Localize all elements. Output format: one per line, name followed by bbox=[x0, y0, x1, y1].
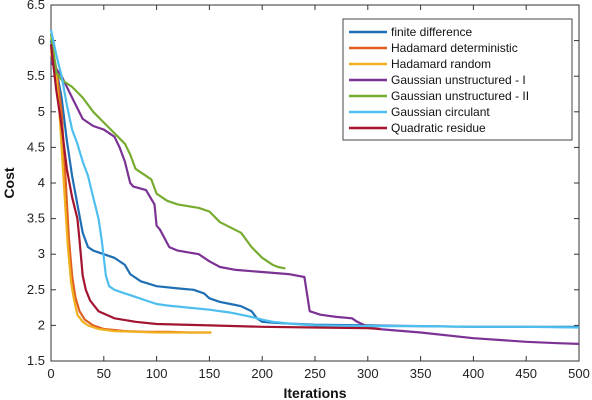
x-tick-label: 450 bbox=[515, 366, 537, 381]
series-line-hadamard-random bbox=[49, 51, 212, 334]
x-tick-label: 400 bbox=[463, 366, 485, 381]
series-line-quadratic-residue bbox=[49, 44, 381, 331]
series-line-gaussian-circulant bbox=[49, 29, 580, 329]
x-tick-label: 300 bbox=[357, 366, 379, 381]
y-tick-label: 6 bbox=[38, 33, 45, 48]
y-tick-label: 5.5 bbox=[27, 68, 45, 83]
y-tick-label: 6.5 bbox=[27, 0, 45, 12]
y-axis-ticks: 1.5 2 2.5 3 3.5 4 4.5 5 5.5 6 6.5 bbox=[27, 0, 579, 368]
y-tick-label: 2 bbox=[38, 317, 45, 332]
y-tick-label: 3 bbox=[38, 246, 45, 261]
y-tick-label: 4 bbox=[38, 175, 45, 190]
x-tick-label: 500 bbox=[568, 366, 590, 381]
x-axis-ticks: 0 50 100 150 200 250 300 350 400 450 500 bbox=[47, 5, 590, 381]
x-tick-label: 200 bbox=[251, 366, 273, 381]
y-tick-label: 4.5 bbox=[27, 139, 45, 154]
legend-label-quadratic-residue: Quadratic residue bbox=[391, 121, 486, 135]
y-axis-label: Cost bbox=[1, 167, 17, 198]
x-tick-label: 350 bbox=[410, 366, 432, 381]
legend: finite difference Hadamard deterministic H… bbox=[342, 18, 573, 141]
x-tick-label: 50 bbox=[97, 366, 111, 381]
series-lines bbox=[49, 29, 580, 345]
legend-label-hadamard-deterministic: Hadamard deterministic bbox=[391, 41, 518, 55]
y-tick-label: 2.5 bbox=[27, 282, 45, 297]
legend-label-gaussian-unstructured-ii: Gaussian unstructured - II bbox=[391, 89, 529, 103]
x-tick-label: 250 bbox=[304, 366, 326, 381]
x-tick-label: 150 bbox=[199, 366, 221, 381]
series-line-gaussian-unstructured-ii bbox=[49, 33, 286, 270]
legend-label-gaussian-circulant: Gaussian circulant bbox=[391, 105, 490, 119]
x-axis-label: Iterations bbox=[283, 385, 346, 400]
x-tick-label: 0 bbox=[47, 366, 54, 381]
y-tick-label: 3.5 bbox=[27, 211, 45, 226]
y-tick-label: 1.5 bbox=[27, 353, 45, 368]
legend-label-gaussian-unstructured-i: Gaussian unstructured - I bbox=[391, 73, 526, 87]
legend-label-finite-difference: finite difference bbox=[391, 25, 472, 39]
legend-label-hadamard-random: Hadamard random bbox=[391, 57, 491, 71]
x-tick-label: 100 bbox=[146, 366, 168, 381]
y-tick-label: 5 bbox=[38, 104, 45, 119]
